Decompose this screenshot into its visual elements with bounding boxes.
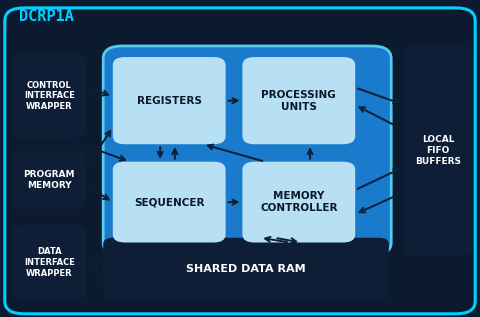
FancyBboxPatch shape: [12, 151, 86, 209]
FancyBboxPatch shape: [242, 162, 355, 243]
FancyBboxPatch shape: [113, 162, 226, 243]
FancyBboxPatch shape: [403, 46, 473, 255]
Text: CONTROL
INTERFACE
WRAPPER: CONTROL INTERFACE WRAPPER: [24, 81, 74, 111]
FancyBboxPatch shape: [242, 57, 355, 144]
Text: REGISTERS: REGISTERS: [137, 96, 202, 106]
Text: MEMORY
CONTROLLER: MEMORY CONTROLLER: [260, 191, 337, 213]
Text: DCRP1A: DCRP1A: [19, 9, 74, 23]
FancyBboxPatch shape: [103, 46, 391, 255]
FancyBboxPatch shape: [12, 54, 86, 138]
FancyBboxPatch shape: [103, 238, 389, 300]
FancyBboxPatch shape: [113, 57, 226, 144]
FancyBboxPatch shape: [12, 225, 86, 300]
Text: PROGRAM
MEMORY: PROGRAM MEMORY: [24, 170, 75, 190]
FancyBboxPatch shape: [5, 8, 475, 314]
Text: LOCAL
FIFO
BUFFERS: LOCAL FIFO BUFFERS: [415, 135, 461, 166]
Text: SHARED DATA RAM: SHARED DATA RAM: [186, 264, 306, 274]
Text: SEQUENCER: SEQUENCER: [134, 197, 204, 207]
Text: DATA
INTERFACE
WRAPPER: DATA INTERFACE WRAPPER: [24, 247, 74, 278]
Text: PROCESSING
UNITS: PROCESSING UNITS: [262, 90, 336, 112]
